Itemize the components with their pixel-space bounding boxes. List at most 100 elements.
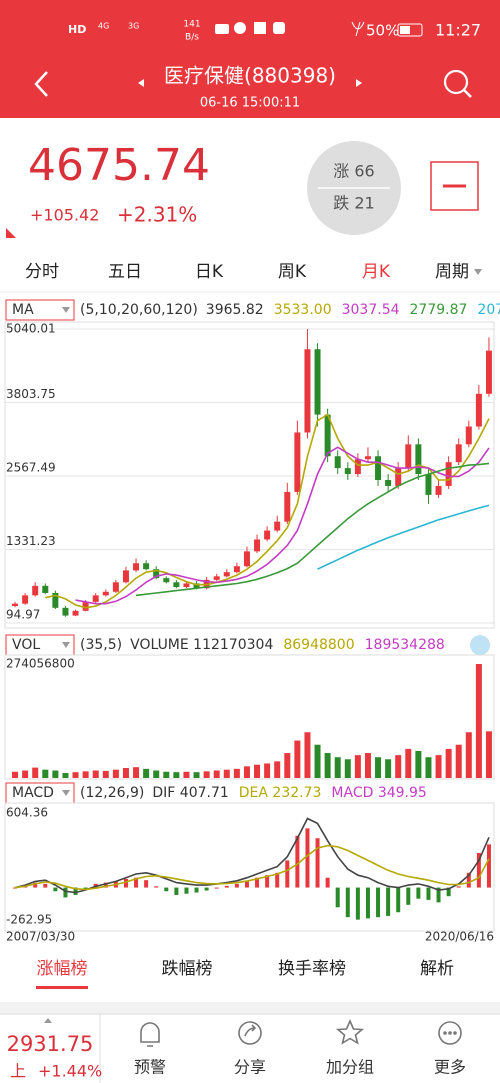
macd-bar <box>376 887 381 918</box>
indicator-select[interactable] <box>5 299 75 321</box>
macd-bar <box>386 887 391 916</box>
candle-body <box>475 393 482 427</box>
status-net: 4G <box>98 22 109 31</box>
price: 4675.74 <box>28 140 210 191</box>
volume-bar <box>304 732 311 778</box>
macd-bar <box>234 883 239 888</box>
spacer <box>0 944 500 950</box>
candle-body <box>233 566 240 573</box>
volume-bar <box>122 768 129 778</box>
candle-body <box>324 414 331 457</box>
period-tab[interactable]: 周期 <box>435 262 469 282</box>
volume-bar <box>163 771 170 778</box>
candle-body <box>102 591 109 596</box>
volume-bar <box>354 755 361 778</box>
y-tick-label: 604.36 <box>6 806 48 820</box>
index-value[interactable]: 2931.75 <box>7 1032 94 1056</box>
change: +105.42 <box>30 206 99 225</box>
macd-bar <box>214 887 219 889</box>
prev-stock[interactable] <box>138 79 144 87</box>
rise-count: 涨 66 <box>333 162 374 181</box>
ma-line <box>75 446 490 605</box>
candle-body <box>32 585 39 596</box>
volume-bar <box>213 770 220 778</box>
candle-body <box>42 585 49 593</box>
footer-action[interactable]: 加分组 <box>326 1058 374 1077</box>
candle-body <box>375 456 382 481</box>
back-button[interactable] <box>34 71 48 97</box>
expand-index[interactable] <box>44 1018 52 1023</box>
candle-body <box>22 595 29 604</box>
volume-bar <box>193 772 200 778</box>
indicator-legend: 3965.82 <box>206 302 264 318</box>
macd-bar <box>456 886 461 888</box>
volume-bar <box>203 771 210 778</box>
macd-bar <box>194 887 199 893</box>
volume-bar <box>82 771 89 778</box>
macd-bar <box>184 887 189 894</box>
footer-action[interactable]: 分享 <box>234 1058 266 1077</box>
candle-body <box>405 444 412 469</box>
candle-body <box>163 578 170 583</box>
volume-bar <box>364 753 371 778</box>
volume-bar <box>324 753 331 778</box>
stock-time: 06-16 15:00:11 <box>200 96 300 111</box>
rank-tab[interactable]: 跌幅榜 <box>162 959 213 979</box>
candle-body <box>153 569 160 579</box>
volume-bar <box>52 770 59 778</box>
next-stock[interactable] <box>356 79 362 87</box>
volume-bar <box>314 744 321 778</box>
period-tab[interactable]: 月K <box>362 262 391 282</box>
indicator-legend: 2779.87 <box>410 302 468 318</box>
candle-body <box>395 468 402 486</box>
candle-body <box>12 603 19 607</box>
volume-bar <box>153 770 160 778</box>
candle-body <box>435 485 442 495</box>
period-tab[interactable]: 分时 <box>25 262 59 282</box>
indicator-legend: VOLUME 112170304 <box>130 637 273 653</box>
dif-line <box>14 817 490 894</box>
period-tab[interactable]: 五日 <box>108 262 142 282</box>
period-tab[interactable]: 周K <box>278 262 307 282</box>
kline-frame <box>4 321 495 629</box>
candle-body <box>183 583 190 588</box>
search-button[interactable] <box>443 69 472 98</box>
macd-bar <box>426 887 431 900</box>
ma-line <box>317 504 490 570</box>
macd-bar <box>134 877 139 888</box>
macd-bar <box>446 887 451 897</box>
rank-tab[interactable]: 解析 <box>420 959 454 979</box>
period-dropdown[interactable] <box>474 269 482 275</box>
candle-body <box>485 350 492 394</box>
status-speed-unit: B/s <box>185 33 199 43</box>
macd-bar <box>305 828 310 888</box>
volume-bar <box>223 769 230 778</box>
indicator-legend: DEA 232.73 <box>239 785 322 801</box>
candle-body <box>213 576 220 580</box>
volume-toggle[interactable] <box>470 635 490 655</box>
status-speed: 141 <box>183 20 200 30</box>
footer-action[interactable]: 更多 <box>434 1058 466 1077</box>
dea-line <box>14 844 490 891</box>
candle-body <box>264 530 271 540</box>
indicator-legend: 3037.54 <box>342 302 400 318</box>
rank-tab[interactable]: 涨幅榜 <box>37 959 88 979</box>
y-tick-label: 94.97 <box>6 608 40 622</box>
header-bg <box>0 0 500 118</box>
stock-title: 医疗保健(880398) <box>164 64 336 88</box>
candle-body <box>465 426 472 445</box>
macd-bar <box>355 887 360 920</box>
remove-button[interactable] <box>430 161 479 211</box>
macd-bar <box>406 887 411 905</box>
footer-action[interactable]: 预警 <box>134 1058 166 1077</box>
macd-bar <box>13 887 18 889</box>
candle-body <box>284 491 291 522</box>
rank-tab[interactable]: 换手率榜 <box>278 959 346 979</box>
volume-bar <box>183 771 190 778</box>
indicator-legend: MACD 349.95 <box>331 785 426 801</box>
period-tab[interactable]: 日K <box>195 262 224 282</box>
macd-bar <box>63 887 68 898</box>
candle-body <box>62 607 69 616</box>
candle-body <box>274 521 281 531</box>
